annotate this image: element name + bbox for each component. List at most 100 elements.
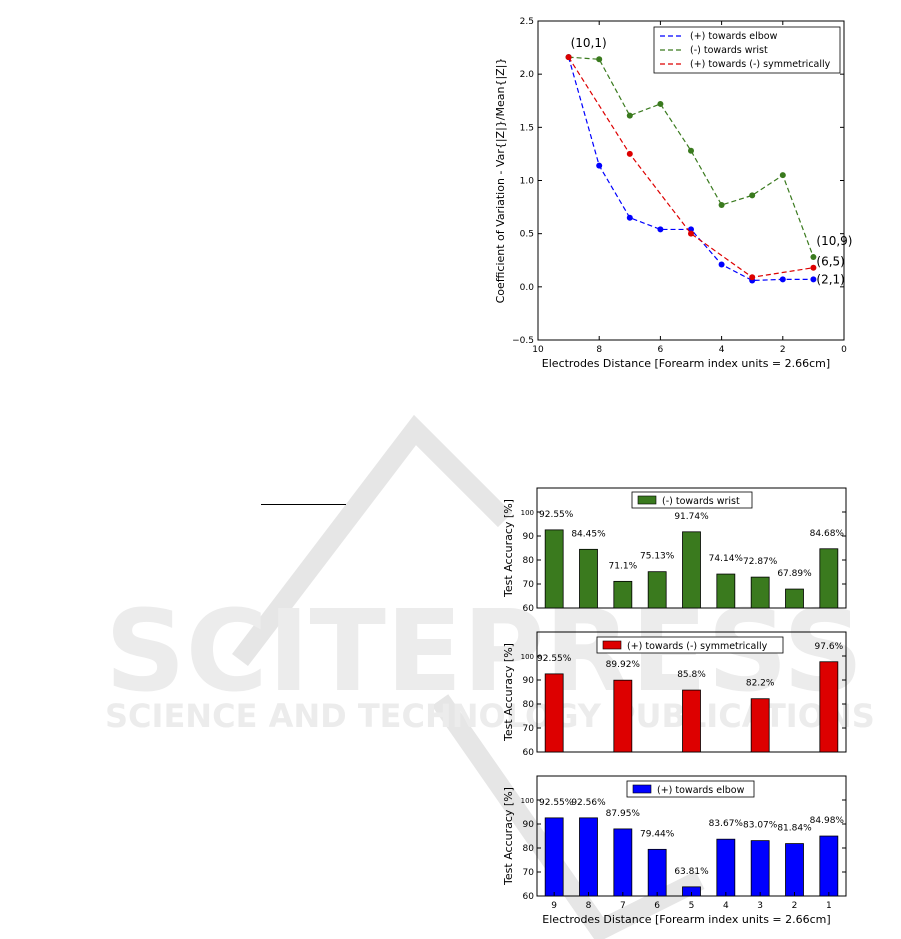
bar [682, 689, 701, 753]
y-tick-label: 2.0 [520, 70, 535, 80]
y-tick-label: 1.5 [520, 123, 534, 133]
watermark-logo [232, 414, 705, 939]
bar [647, 571, 667, 609]
bar [785, 588, 804, 609]
data-label: 84.68% [810, 529, 845, 539]
x-tick-label: 0 [841, 345, 847, 355]
y-axis-label: Coefficient of Variation - Var{|Z|}/Mean… [494, 58, 507, 304]
data-label: 97.6% [815, 642, 844, 652]
legend-swatch [632, 784, 652, 794]
y-tick-label: 60 [523, 748, 535, 758]
y-tick-label: 70 [523, 580, 535, 590]
bar [682, 531, 701, 609]
x-tick-label: 2 [792, 901, 798, 911]
bar [750, 840, 770, 897]
legend-entry: (-) towards wrist [662, 496, 740, 507]
data-label: 92.55% [537, 654, 572, 664]
legend-entry: (+) towards (-) symmetrically [690, 59, 831, 70]
bar [579, 817, 598, 897]
x-tick-label: 1 [826, 901, 832, 911]
bar [716, 838, 736, 897]
data-label: 92.56% [571, 798, 606, 808]
y-axis-label: Test Accuracy [%] [502, 643, 515, 742]
data-label: 81.84% [777, 824, 812, 834]
legend-entry: (+) towards elbow [690, 31, 778, 42]
y-tick-label: 90 [523, 532, 535, 542]
y-tick-label: 90 [523, 676, 535, 686]
data-label: 85.8% [677, 670, 706, 680]
y-tick-label: 60 [523, 604, 535, 614]
annotation-label: (10,1) [571, 36, 607, 50]
data-point [657, 100, 664, 107]
data-label: 71.1% [609, 561, 638, 571]
x-tick-label: 10 [532, 345, 544, 355]
y-axis-label: Test Accuracy [%] [502, 787, 515, 886]
data-label: 74.14% [709, 554, 744, 564]
y-tick-label: 60 [523, 892, 535, 902]
bar [579, 548, 598, 609]
watermark-subtitle: SCIENCE AND TECHNOLOGY PUBLICATIONS [105, 697, 875, 735]
data-point [688, 147, 694, 154]
data-point [810, 264, 817, 271]
data-point [657, 226, 664, 233]
data-point [626, 214, 633, 221]
legend-swatch [637, 495, 657, 505]
y-axis-label: Test Accuracy [%] [502, 499, 515, 598]
data-point [596, 162, 603, 169]
legend-box [626, 780, 755, 798]
data-point [718, 261, 725, 268]
y-tick-label: 100 [521, 509, 534, 517]
bar [544, 673, 564, 753]
legend-entry: (+) towards (-) symmetrically [627, 641, 768, 652]
data-label: 92.55% [539, 510, 574, 520]
bar [544, 529, 564, 609]
y-tick-label: 0.5 [520, 230, 534, 240]
data-point [626, 150, 633, 157]
legend-box [631, 491, 753, 509]
data-point [779, 276, 786, 283]
y-tick-label: 1.0 [520, 177, 535, 187]
x-tick-label: 7 [620, 901, 626, 911]
data-point [688, 230, 694, 237]
y-tick-label: 70 [523, 868, 535, 878]
series-line [568, 56, 814, 258]
bar [819, 661, 839, 753]
data-point [596, 56, 603, 63]
bar [819, 548, 839, 609]
legend-entry: (+) towards elbow [657, 785, 745, 796]
data-point [718, 201, 725, 208]
legend-swatch [602, 640, 622, 650]
bar [750, 698, 770, 753]
y-tick-label: 100 [521, 797, 534, 805]
data-label: 63.81% [674, 867, 709, 877]
data-label: 91.74% [674, 512, 709, 522]
x-tick-label: 4 [719, 345, 725, 355]
x-tick-label: 2 [780, 345, 786, 355]
y-tick-label: −0.5 [512, 336, 534, 346]
data-label: 89.92% [606, 660, 641, 670]
x-tick-label: 8 [586, 901, 592, 911]
legend-entry: (-) towards wrist [690, 45, 768, 56]
bar [647, 848, 667, 897]
annotation-label: (6,5) [816, 255, 844, 269]
y-tick-label: 80 [523, 700, 535, 710]
x-tick-label: 6 [658, 345, 664, 355]
data-label: 84.98% [810, 816, 845, 826]
data-point [565, 54, 572, 61]
x-axis-label: Electrodes Distance [Forearm index units… [542, 913, 830, 926]
y-tick-label: 90 [523, 820, 535, 830]
data-label: 92.55% [539, 798, 574, 808]
data-label: 83.67% [709, 819, 744, 829]
data-label: 67.89% [777, 569, 812, 579]
data-point [810, 276, 817, 283]
annotation-label: (2,1) [816, 272, 844, 286]
y-tick-label: 0.0 [520, 283, 535, 293]
bar [613, 828, 633, 897]
y-tick-label: 2.5 [520, 17, 534, 27]
y-tick-label: 80 [523, 556, 535, 566]
data-point [810, 254, 817, 261]
x-tick-label: 5 [689, 901, 695, 911]
